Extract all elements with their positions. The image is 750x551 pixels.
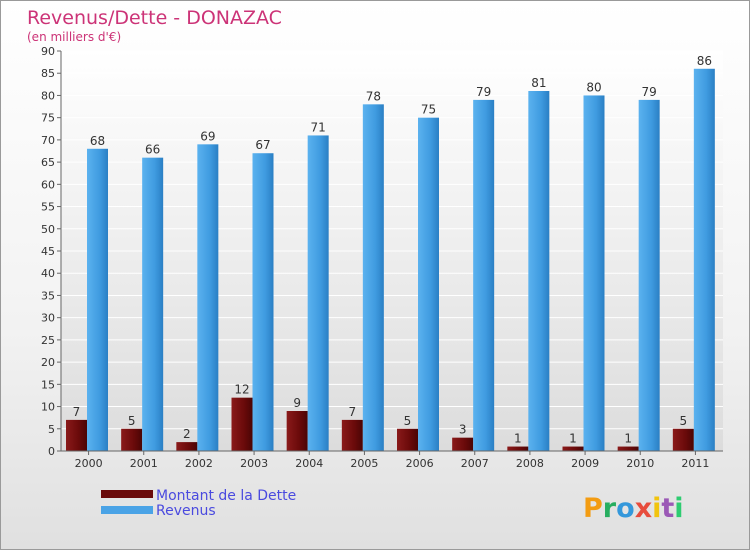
data-label-revenus: 80 [586, 80, 601, 94]
x-tick-label: 2000 [75, 457, 103, 470]
data-label-debt: 5 [404, 414, 412, 428]
x-tick-label: 2008 [516, 457, 544, 470]
x-tick-label: 2010 [626, 457, 654, 470]
bar-debt [562, 446, 584, 451]
x-tick-label: 2006 [406, 457, 434, 470]
bar-revenus [583, 95, 605, 451]
grid-lines [61, 50, 723, 430]
y-tick-label: 85 [41, 67, 55, 80]
y-tick-label: 40 [41, 267, 55, 280]
data-label-debt: 5 [128, 414, 136, 428]
data-label-revenus: 75 [421, 103, 436, 117]
data-label-debt: 3 [459, 423, 467, 437]
data-label-debt: 5 [680, 414, 688, 428]
chart-title: Revenus/Dette - DONAZAC [27, 7, 282, 29]
y-tick-label: 90 [41, 45, 55, 58]
x-axis-ticks: 2000 2001 2002 2003 2004 2005 2006 2007 2008 2009… [75, 451, 709, 470]
data-label-debt: 9 [293, 396, 301, 410]
data-label-debt: 1 [624, 432, 632, 446]
chart-subtitle: (en milliers d'€) [27, 30, 121, 44]
x-tick-label: 2004 [295, 457, 323, 470]
data-label-revenus: 68 [90, 134, 105, 148]
data-label-revenus: 79 [476, 85, 491, 99]
bar-debt [121, 428, 143, 451]
bar-revenus [528, 91, 550, 451]
x-tick-label: 2003 [240, 457, 268, 470]
bar-debt [66, 419, 87, 451]
bar-debt [617, 446, 639, 451]
y-tick-label: 0 [48, 445, 55, 458]
data-label-debt: 7 [349, 405, 357, 419]
bars [66, 68, 715, 452]
bar-debt [231, 397, 253, 451]
bar-revenus [418, 117, 439, 452]
bar-debt [341, 419, 363, 451]
data-label-revenus: 78 [366, 89, 381, 103]
bar-revenus [252, 153, 274, 451]
legend-swatch-debt [101, 490, 153, 498]
y-tick-label: 5 [48, 423, 55, 436]
bar-debt [672, 428, 694, 451]
data-label-debt: 1 [514, 432, 522, 446]
bar-debt [286, 411, 308, 451]
bar-revenus [473, 99, 495, 451]
bar-revenus [638, 99, 660, 451]
data-labels: 7 68 5 66 2 69 12 67 9 71 7 78 5 75 3 79 1 81 1 80 1 79 5 86 [73, 54, 712, 446]
legend: Montant de la Dette Revenus [101, 488, 296, 519]
y-tick-label: 25 [41, 334, 55, 347]
x-tick-label: 2011 [681, 457, 709, 470]
data-label-revenus: 66 [145, 143, 160, 157]
y-tick-label: 75 [41, 112, 55, 125]
data-label-revenus: 86 [697, 54, 712, 68]
x-tick-label: 2005 [350, 457, 378, 470]
y-tick-label: 55 [41, 201, 55, 214]
x-tick-label: 2009 [571, 457, 599, 470]
data-label-revenus: 67 [255, 138, 270, 152]
y-tick-label: 65 [41, 156, 55, 169]
y-tick-label: 45 [41, 245, 55, 258]
bar-debt [176, 442, 198, 451]
legend-swatch-revenus [101, 506, 153, 514]
y-tick-label: 10 [41, 401, 55, 414]
x-tick-label: 2001 [130, 457, 158, 470]
y-tick-label: 80 [41, 89, 55, 102]
y-tick-label: 30 [41, 312, 55, 325]
data-label-revenus: 69 [200, 129, 215, 143]
data-label-debt: 7 [73, 405, 81, 419]
x-tick-label: 2007 [461, 457, 489, 470]
proxiti-logo: Proxiti [583, 493, 684, 524]
bar-revenus [87, 148, 108, 451]
y-tick-label: 20 [41, 356, 55, 369]
bar-debt [452, 437, 474, 451]
y-tick-label: 60 [41, 178, 55, 191]
y-tick-label: 50 [41, 223, 55, 236]
bar-revenus [362, 104, 384, 451]
y-axis-ticks: 0 5 10 15 20 25 30 35 40 45 50 55 60 65 70 75 80 85 90 [41, 45, 61, 458]
bar-debt [397, 428, 418, 451]
data-label-revenus: 81 [531, 76, 546, 90]
legend-label-debt: Montant de la Dette [156, 488, 296, 504]
y-tick-label: 35 [41, 289, 55, 302]
y-tick-label: 70 [41, 134, 55, 147]
legend-label-revenus: Revenus [156, 503, 216, 519]
x-tick-label: 2002 [185, 457, 213, 470]
y-tick-label: 15 [41, 378, 55, 391]
bar-revenus [197, 144, 219, 452]
bar-revenus [307, 135, 329, 451]
data-label-revenus: 79 [642, 85, 657, 99]
data-label-debt: 2 [183, 427, 191, 441]
data-label-debt: 12 [234, 383, 249, 397]
data-label-revenus: 71 [311, 120, 326, 134]
bar-debt [507, 446, 529, 451]
data-label-debt: 1 [569, 432, 577, 446]
logo-text: Proxiti [583, 493, 684, 524]
bar-revenus [142, 157, 164, 451]
bar-revenus [693, 68, 715, 452]
